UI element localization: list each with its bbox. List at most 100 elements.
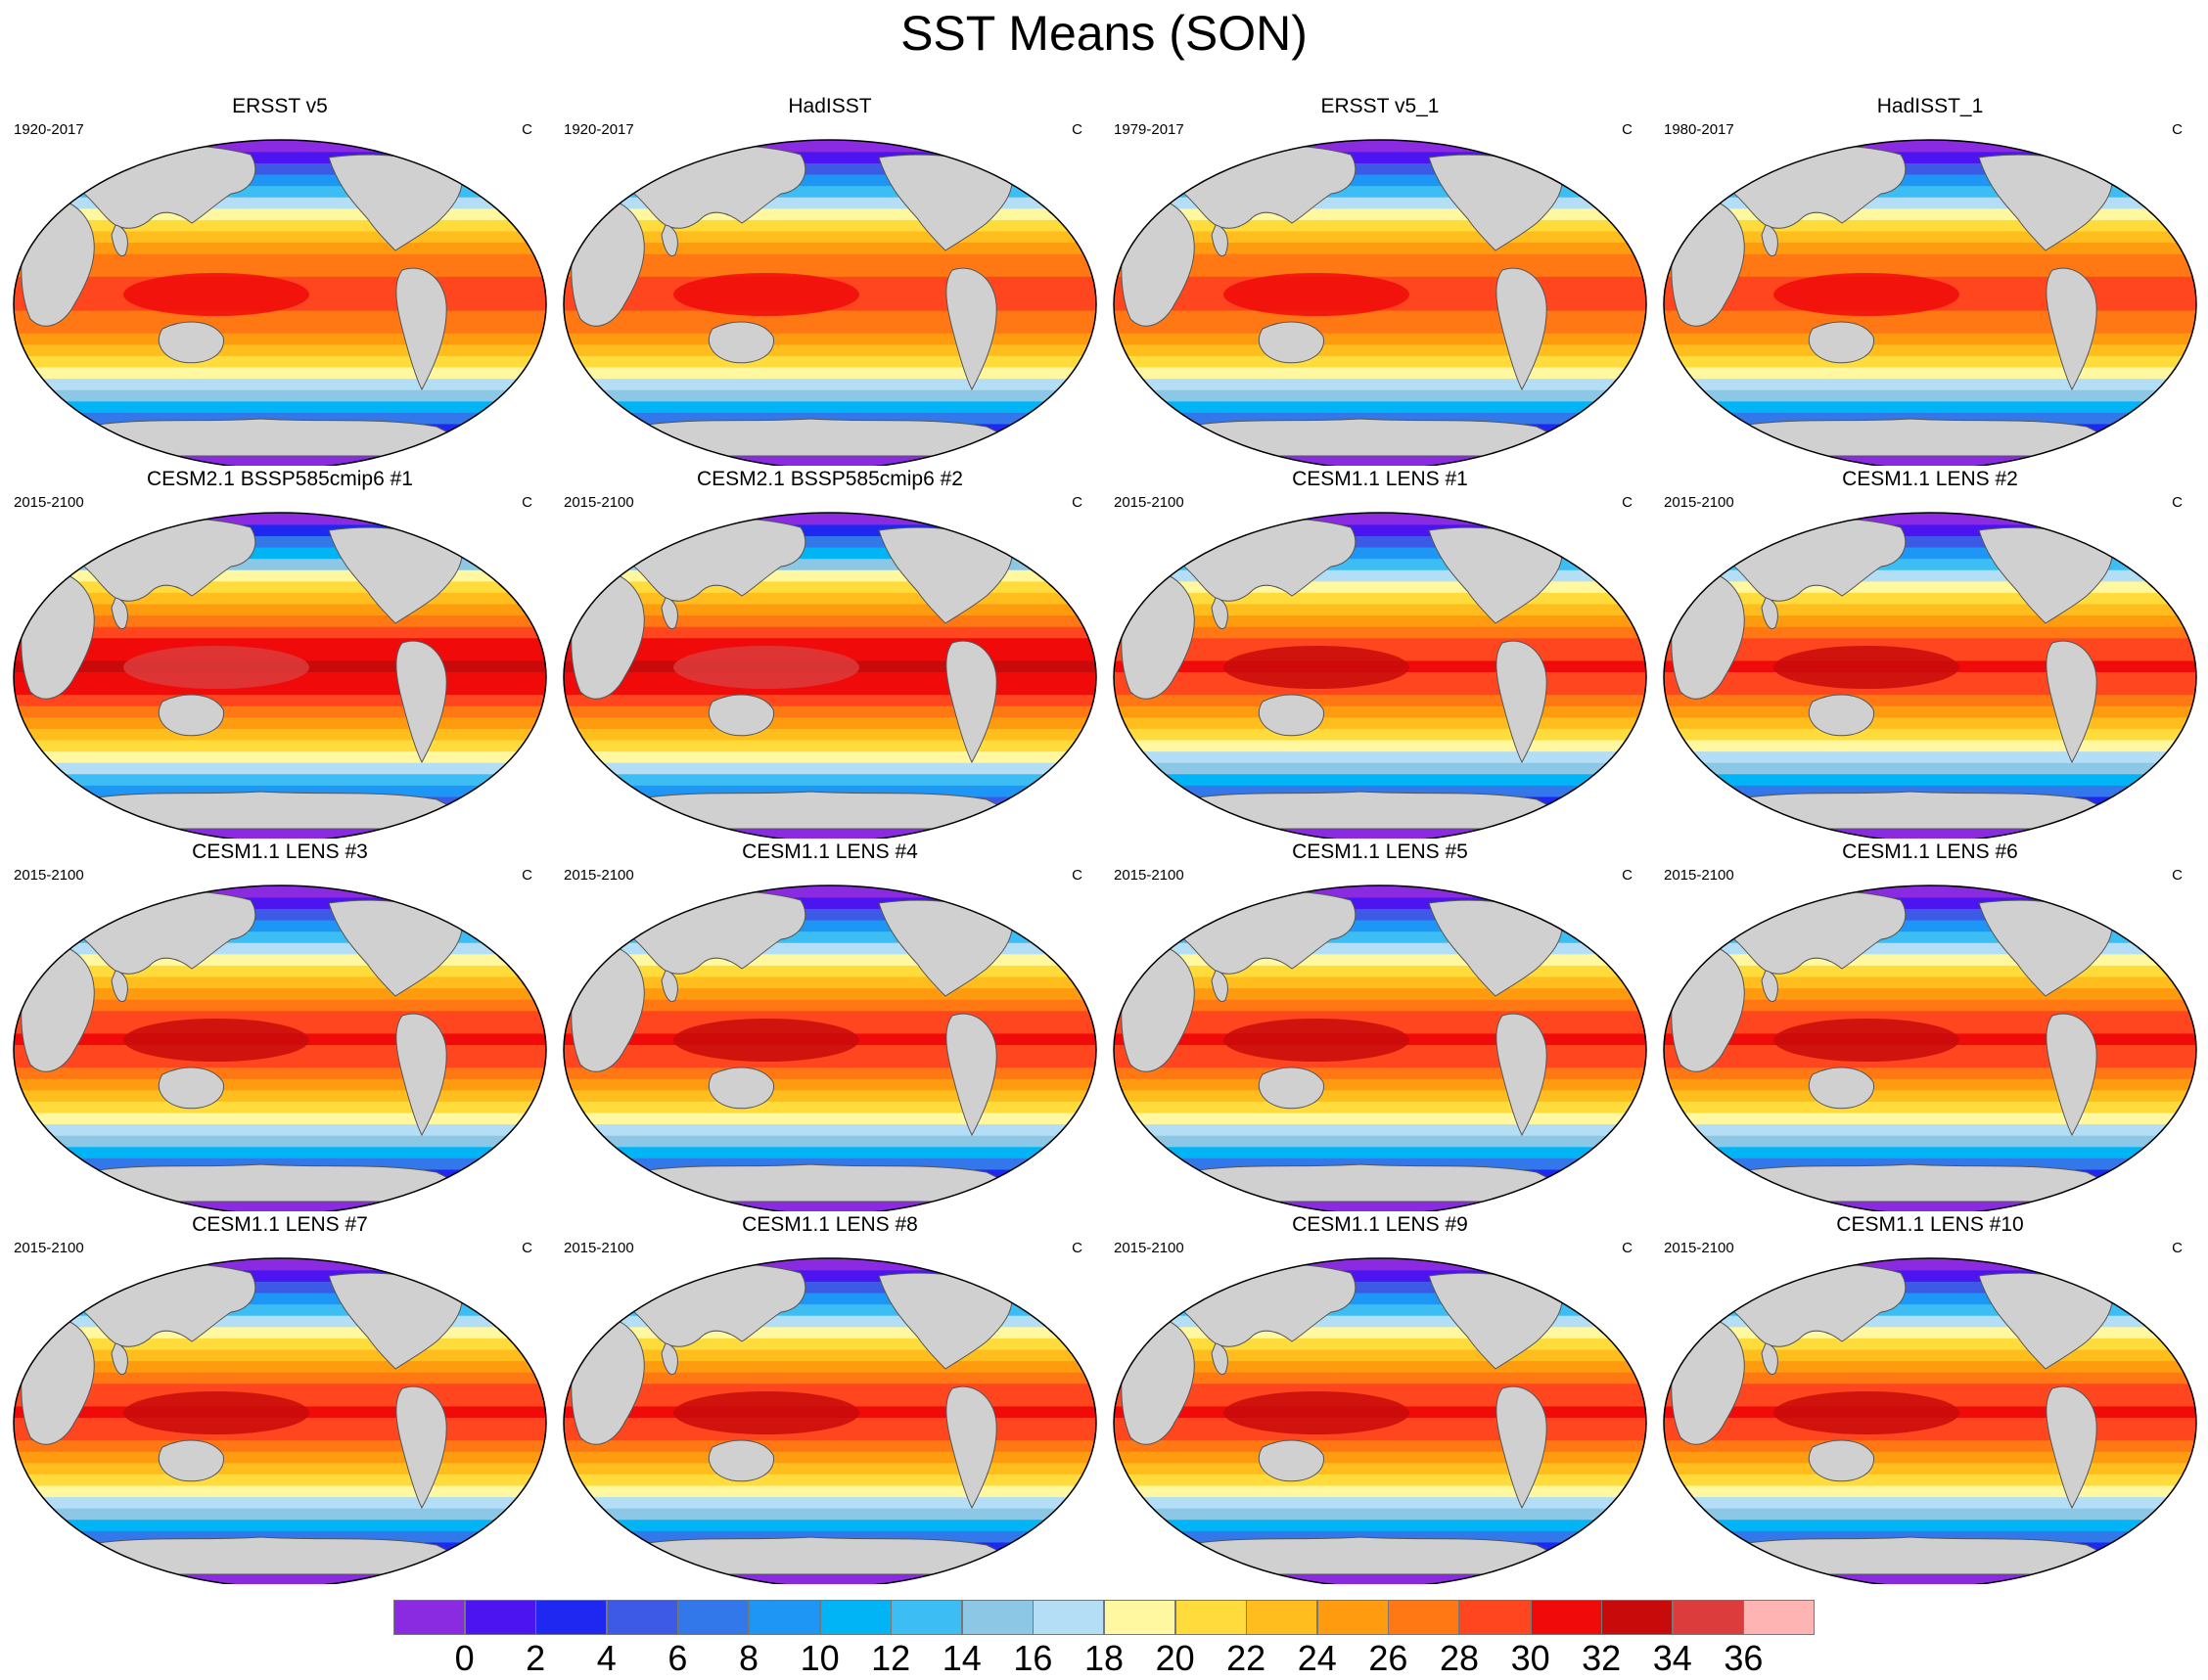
sst-band bbox=[564, 998, 1096, 1012]
sst-band bbox=[1114, 1371, 1646, 1385]
map-panel: CESM2.1 BSSP585cmip6 #1 2015-2100 C bbox=[6, 467, 554, 839]
sst-band bbox=[564, 1474, 1096, 1486]
sst-band bbox=[1114, 309, 1646, 323]
sst-band bbox=[564, 535, 1096, 548]
sst-band bbox=[14, 173, 546, 187]
sst-band bbox=[564, 1383, 1096, 1395]
land-mass bbox=[661, 1342, 678, 1375]
panel-period-label: 2015-2100 bbox=[1664, 494, 1734, 511]
sst-band bbox=[1114, 987, 1646, 1000]
land-mass bbox=[158, 321, 224, 364]
sst-band bbox=[1664, 1326, 2196, 1339]
sst-band bbox=[1664, 140, 2196, 153]
map-outline bbox=[1113, 139, 1647, 466]
warm-pool bbox=[1223, 1391, 1409, 1434]
sst-band bbox=[14, 1258, 546, 1271]
sst-band bbox=[1664, 173, 2196, 187]
sst-band bbox=[1114, 264, 1646, 277]
sst-band bbox=[1114, 1428, 1646, 1441]
sst-band bbox=[1664, 830, 2196, 839]
colorbar-tick-label: 14 bbox=[942, 1638, 982, 1678]
land-mass bbox=[945, 1385, 997, 1510]
sst-band bbox=[564, 366, 1096, 380]
sst-band bbox=[1664, 219, 2196, 232]
sst-band bbox=[1664, 1269, 2196, 1282]
sst-field bbox=[1664, 885, 2196, 1211]
land-mass bbox=[1495, 1013, 1547, 1137]
sst-band bbox=[1114, 998, 1646, 1012]
sst-band bbox=[14, 513, 546, 525]
sst-band bbox=[1114, 366, 1646, 380]
colorbar-tick-label: 22 bbox=[1226, 1638, 1266, 1678]
map-outline bbox=[13, 139, 547, 466]
sst-band bbox=[564, 1077, 1096, 1091]
colorbar-box bbox=[1601, 1600, 1674, 1635]
sst-band bbox=[1114, 908, 1646, 921]
sst-field bbox=[1664, 513, 2196, 839]
sst-band bbox=[1114, 1338, 1646, 1350]
panel-title: ERSST v5_1 bbox=[1320, 95, 1440, 117]
land-mass bbox=[158, 694, 224, 737]
land-mass bbox=[1565, 522, 1597, 552]
map-outline bbox=[563, 1257, 1097, 1584]
sst-band bbox=[1114, 1383, 1646, 1395]
sst-band bbox=[1664, 682, 2196, 696]
land-mass bbox=[111, 1342, 128, 1375]
land-mass bbox=[1015, 149, 1047, 179]
land-mass bbox=[1164, 418, 1596, 457]
sst-band bbox=[1664, 546, 2196, 560]
sst-band bbox=[14, 1439, 546, 1452]
sst-band bbox=[1664, 388, 2196, 402]
sst-band bbox=[14, 1519, 546, 1531]
sst-band bbox=[564, 457, 1096, 466]
sst-band bbox=[1664, 535, 2196, 548]
sst-band bbox=[564, 704, 1096, 718]
sst-band bbox=[1664, 457, 2196, 466]
map-panel: CESM1.1 LENS #1 2015-2100 C bbox=[1106, 467, 1654, 839]
sst-band bbox=[1664, 1292, 2196, 1305]
panel-units-label: C bbox=[522, 867, 532, 884]
sst-band bbox=[564, 151, 1096, 163]
land-mass bbox=[945, 267, 997, 391]
sst-band bbox=[14, 908, 546, 921]
sst-band bbox=[14, 919, 546, 932]
colorbar-tick-label: 2 bbox=[526, 1638, 546, 1678]
sst-band bbox=[1664, 625, 2196, 639]
panel-units-label: C bbox=[1072, 121, 1082, 138]
sst-band bbox=[1114, 207, 1646, 220]
colorbar-tick-label: 16 bbox=[1013, 1638, 1053, 1678]
sst-band bbox=[564, 896, 1096, 909]
sst-band bbox=[564, 987, 1096, 1000]
sst-band bbox=[14, 523, 546, 536]
land-mass bbox=[614, 1163, 1046, 1203]
sst-band bbox=[1664, 513, 2196, 525]
sst-band bbox=[1114, 219, 1646, 232]
land-mass bbox=[708, 1439, 774, 1482]
sst-band bbox=[1114, 580, 1646, 593]
sst-band bbox=[14, 614, 546, 627]
land-mass bbox=[64, 791, 496, 830]
sst-band bbox=[14, 1077, 546, 1091]
panel-period-label: 1980-2017 bbox=[1664, 121, 1734, 138]
sst-band bbox=[1114, 1269, 1646, 1282]
panel-title: CESM1.1 LENS #5 bbox=[1292, 840, 1468, 863]
sst-band bbox=[1114, 1258, 1646, 1271]
sst-band bbox=[1114, 1089, 1646, 1102]
sst-band bbox=[14, 252, 546, 266]
colorbar-box bbox=[1104, 1600, 1176, 1635]
sst-band bbox=[14, 355, 546, 368]
land-mass bbox=[1565, 149, 1597, 179]
sst-band bbox=[564, 1269, 1096, 1282]
colorbar-tick-label: 26 bbox=[1368, 1638, 1408, 1678]
land-mass bbox=[1565, 894, 1597, 925]
sst-band bbox=[14, 264, 546, 277]
panel-period-label: 2015-2100 bbox=[14, 1240, 84, 1256]
land-mass bbox=[2046, 1385, 2097, 1510]
sst-band bbox=[14, 716, 546, 729]
land-mass bbox=[708, 1067, 774, 1110]
land-mass bbox=[1761, 597, 1778, 629]
sst-band bbox=[14, 151, 546, 163]
map-outline bbox=[1113, 885, 1647, 1211]
panel-period-label: 2015-2100 bbox=[564, 494, 634, 511]
sst-band bbox=[564, 1439, 1096, 1452]
